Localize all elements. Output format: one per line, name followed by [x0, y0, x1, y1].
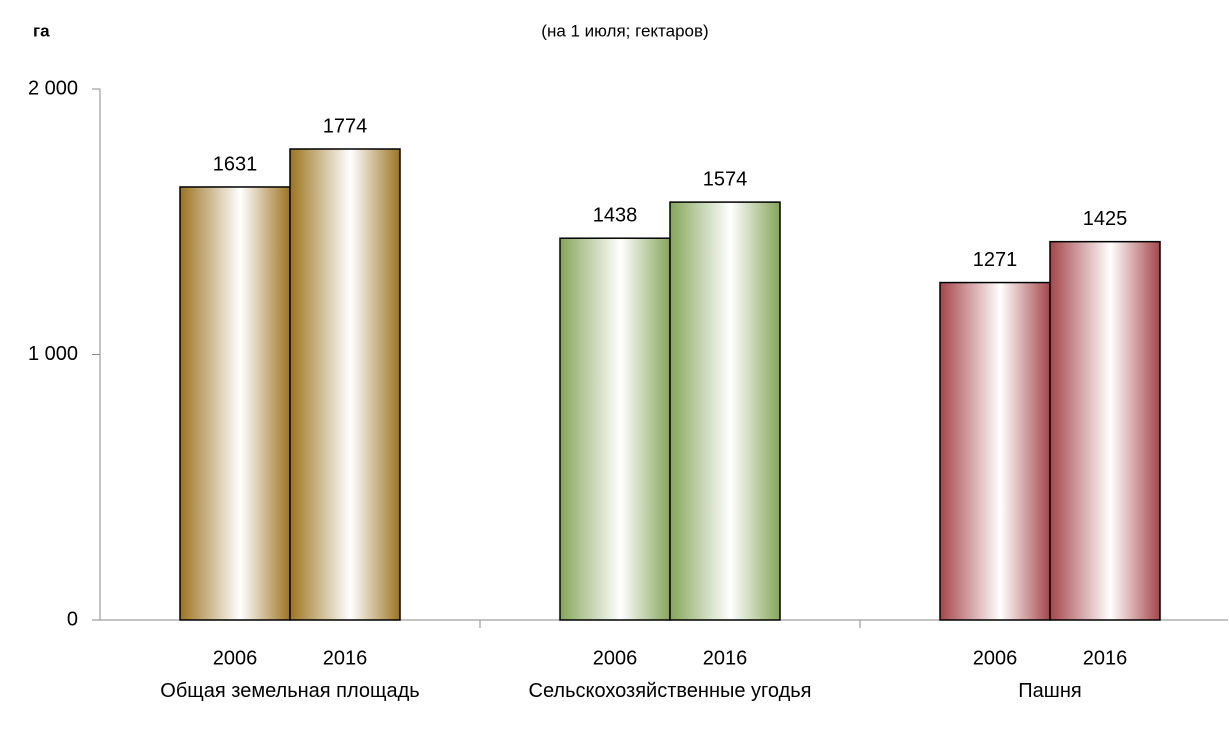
data-label: 1774 — [323, 115, 368, 137]
bar — [669, 201, 781, 621]
series-label: 2016 — [323, 647, 368, 669]
data-label: 1271 — [973, 249, 1018, 271]
chart-subtitle: (на 1 июля; гектаров) — [541, 21, 708, 40]
category-label-box: Общая земельная площадь — [160, 680, 420, 702]
x-tick-label: Общая земельная площадь — [160, 680, 420, 702]
data-label: 1425 — [1083, 208, 1128, 230]
bar — [289, 148, 401, 621]
y-tick-label: 0 — [67, 608, 78, 630]
bar — [939, 281, 1051, 621]
data-label: 1438 — [593, 204, 638, 226]
series-label: 2016 — [1083, 647, 1128, 669]
data-label: 1631 — [213, 153, 258, 175]
series-label: 2006 — [213, 647, 258, 669]
x-tick-label: Пашня — [1018, 680, 1082, 702]
bar — [179, 186, 291, 621]
bar — [1049, 240, 1161, 621]
category-label-box: Сельскохозяйственные угодья — [528, 680, 812, 702]
series-label: 2006 — [593, 647, 638, 669]
y-axis-label: га — [33, 21, 50, 40]
data-label: 1574 — [703, 168, 748, 190]
category-label-box: Пашня — [1018, 680, 1082, 702]
y-tick-label: 1 000 — [28, 343, 78, 365]
series-label: 2006 — [973, 647, 1018, 669]
series-label: 2016 — [703, 647, 748, 669]
bar — [559, 237, 671, 621]
y-tick-label: 2 000 — [28, 77, 78, 99]
x-tick-label: Сельскохозяйственные угодья — [528, 680, 812, 702]
